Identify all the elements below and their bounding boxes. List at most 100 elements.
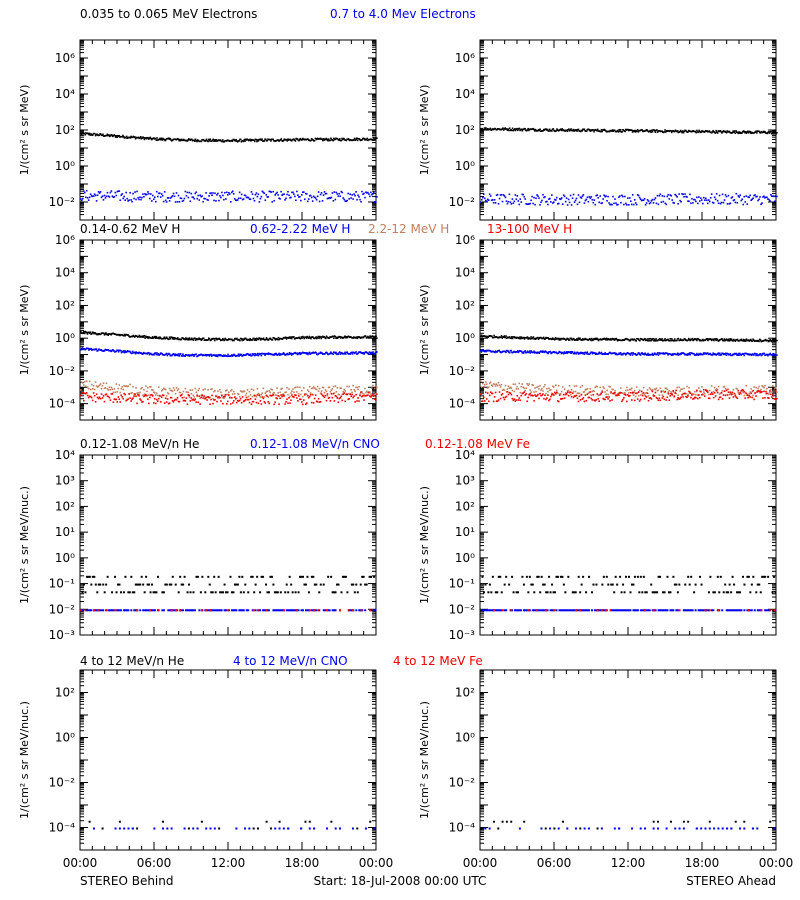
data-point bbox=[265, 138, 267, 141]
data-point bbox=[719, 352, 721, 355]
data-point bbox=[511, 127, 514, 130]
data-point bbox=[503, 398, 506, 401]
data-point bbox=[579, 352, 581, 355]
data-point bbox=[637, 194, 640, 197]
data-point bbox=[528, 203, 530, 205]
data-point bbox=[102, 395, 105, 397]
data-point bbox=[732, 199, 735, 202]
data-point bbox=[269, 337, 272, 340]
data-point bbox=[676, 352, 679, 355]
data-point bbox=[316, 401, 319, 403]
data-point bbox=[636, 130, 638, 133]
data-point bbox=[550, 395, 552, 398]
data-point bbox=[608, 352, 610, 355]
data-point bbox=[319, 351, 322, 354]
data-point bbox=[485, 127, 487, 129]
data-point bbox=[480, 393, 482, 395]
data-point bbox=[139, 391, 141, 394]
data-point bbox=[101, 384, 104, 387]
data-point bbox=[171, 336, 173, 339]
data-point bbox=[691, 337, 694, 340]
data-point bbox=[128, 199, 130, 201]
data-point bbox=[732, 388, 735, 391]
data-point bbox=[179, 197, 182, 199]
data-point bbox=[753, 194, 755, 197]
data-point bbox=[714, 353, 717, 356]
data-point bbox=[563, 195, 566, 198]
data-point bbox=[272, 394, 274, 396]
data-point bbox=[202, 397, 204, 399]
data-point bbox=[307, 352, 310, 355]
data-point bbox=[261, 138, 263, 141]
data-point bbox=[511, 129, 513, 132]
data-point bbox=[719, 392, 722, 395]
data-point bbox=[332, 385, 335, 388]
data-point bbox=[185, 337, 187, 339]
data-point bbox=[108, 396, 111, 399]
data-point bbox=[216, 395, 218, 398]
data-point bbox=[315, 351, 317, 354]
data-point bbox=[186, 338, 189, 341]
data-point bbox=[608, 385, 610, 388]
data-point bbox=[319, 336, 322, 338]
data-point bbox=[191, 138, 193, 141]
data-point bbox=[351, 393, 353, 396]
data-point bbox=[111, 195, 114, 198]
data-point bbox=[738, 131, 740, 133]
data-point bbox=[671, 199, 674, 201]
data-point bbox=[511, 198, 514, 200]
data-point bbox=[663, 131, 666, 133]
data-point bbox=[730, 197, 733, 199]
data-point bbox=[156, 400, 159, 402]
data-point bbox=[316, 385, 319, 388]
data-point bbox=[313, 397, 316, 400]
data-point bbox=[590, 339, 592, 342]
data-point bbox=[298, 196, 300, 198]
data-point bbox=[641, 129, 643, 131]
data-point bbox=[729, 353, 731, 355]
data-point bbox=[370, 393, 372, 395]
data-point bbox=[239, 138, 242, 141]
data-point bbox=[165, 401, 168, 403]
data-point bbox=[163, 138, 166, 141]
data-point bbox=[628, 339, 630, 341]
data-point bbox=[330, 393, 333, 395]
data-point bbox=[213, 399, 215, 401]
data-point bbox=[301, 337, 303, 339]
data-point bbox=[517, 351, 520, 354]
data-point bbox=[624, 352, 626, 355]
series-0-62-2-22-mev-h bbox=[480, 349, 778, 357]
data-point bbox=[152, 194, 154, 197]
data-point bbox=[312, 336, 314, 339]
data-point bbox=[84, 330, 87, 333]
data-point bbox=[776, 195, 778, 198]
data-point bbox=[187, 139, 189, 141]
data-point bbox=[574, 390, 577, 393]
data-point bbox=[619, 195, 621, 197]
data-point bbox=[215, 138, 218, 141]
data-point bbox=[93, 388, 96, 391]
data-point bbox=[98, 134, 101, 137]
data-point bbox=[505, 351, 507, 354]
data-point bbox=[741, 132, 743, 134]
data-point bbox=[320, 390, 323, 392]
data-point bbox=[164, 397, 167, 400]
data-point bbox=[106, 133, 109, 136]
data-point bbox=[205, 192, 207, 194]
data-point bbox=[128, 335, 130, 337]
data-point bbox=[82, 330, 85, 333]
data-point bbox=[325, 192, 328, 195]
data-point bbox=[244, 140, 246, 142]
data-point bbox=[231, 393, 234, 395]
data-point bbox=[744, 130, 747, 133]
data-point bbox=[325, 335, 328, 338]
data-point bbox=[160, 390, 163, 392]
data-point bbox=[665, 387, 668, 390]
data-point bbox=[349, 193, 351, 196]
data-point bbox=[645, 202, 648, 204]
data-point bbox=[190, 392, 193, 395]
data-point bbox=[298, 393, 300, 395]
data-point bbox=[505, 391, 508, 393]
data-point bbox=[683, 195, 685, 198]
data-point bbox=[729, 392, 732, 395]
